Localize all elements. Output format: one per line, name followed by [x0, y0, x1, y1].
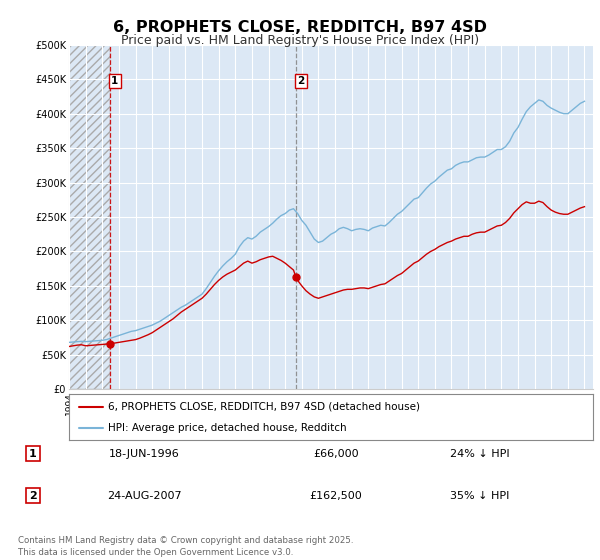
- Bar: [69, 45, 110, 389]
- Text: 1: 1: [111, 76, 119, 86]
- Text: Contains HM Land Registry data © Crown copyright and database right 2025.
This d: Contains HM Land Registry data © Crown c…: [18, 536, 353, 557]
- Text: 2: 2: [29, 491, 37, 501]
- Text: 24-AUG-2007: 24-AUG-2007: [107, 491, 181, 501]
- Text: 35% ↓ HPI: 35% ↓ HPI: [451, 491, 509, 501]
- Text: £66,000: £66,000: [313, 449, 359, 459]
- Text: HPI: Average price, detached house, Redditch: HPI: Average price, detached house, Redd…: [108, 423, 347, 433]
- Text: 6, PROPHETS CLOSE, REDDITCH, B97 4SD (detached house): 6, PROPHETS CLOSE, REDDITCH, B97 4SD (de…: [108, 402, 420, 412]
- Text: 2: 2: [298, 76, 305, 86]
- Text: 24% ↓ HPI: 24% ↓ HPI: [450, 449, 510, 459]
- Text: 6, PROPHETS CLOSE, REDDITCH, B97 4SD: 6, PROPHETS CLOSE, REDDITCH, B97 4SD: [113, 20, 487, 35]
- Text: 18-JUN-1996: 18-JUN-1996: [109, 449, 179, 459]
- Text: £162,500: £162,500: [310, 491, 362, 501]
- Text: 1: 1: [29, 449, 37, 459]
- Text: Price paid vs. HM Land Registry's House Price Index (HPI): Price paid vs. HM Land Registry's House …: [121, 34, 479, 46]
